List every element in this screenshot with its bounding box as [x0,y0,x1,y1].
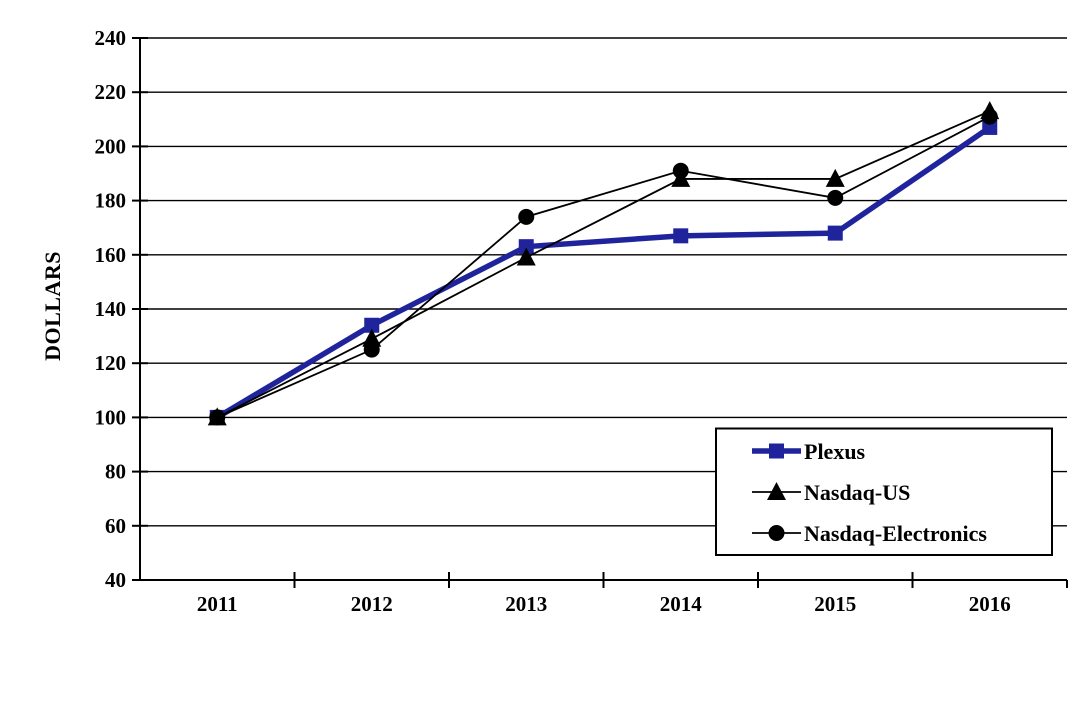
x-axis-tick-labels: 2011 2012 2013 2014 2015 2016 [197,592,1011,616]
legend: Plexus Nasdaq-US Nasdaq-Electronics [715,427,1053,556]
series-marker-plexus [982,119,998,135]
legend-circle-marker [768,525,785,541]
x-tick-label: 2012 [351,592,393,616]
series-marker-nasdaq-us [516,247,536,266]
series-marker-plexus [827,225,843,241]
data-series [207,101,1000,426]
series-line-nasdaq-us [216,110,991,419]
series-line-plexus [215,125,992,420]
legend-label: Plexus [804,439,866,464]
y-tick-label: 100 [95,405,127,429]
y-tick-label: 80 [105,460,126,484]
x-tick-label: 2011 [197,592,238,616]
y-tick-label: 120 [95,351,127,375]
y-axis-tick-marks [132,37,148,581]
y-axis-tick-labels: 40 60 80 100 120 140 160 180 200 220 240 [95,26,127,592]
legend-label: Nasdaq-Electronics [804,521,987,546]
legend-triangle-marker [767,482,786,500]
x-axis-tick-marks [293,572,1068,588]
y-tick-label: 240 [95,26,127,50]
y-tick-label: 220 [95,80,127,104]
y-tick-label: 40 [105,568,126,592]
y-axis-title: DOLLARS [40,251,65,361]
series-marker-nasdaq-electronics [518,208,535,225]
y-tick-label: 200 [95,134,127,158]
series-line-nasdaq-electronics [216,115,991,419]
legend-square-marker [769,443,784,459]
series-marker-plexus [673,228,689,244]
series-marker-nasdaq-us [825,168,845,187]
series-marker-nasdaq-electronics [827,189,844,206]
series-marker-nasdaq-us [362,328,382,347]
series-marker-nasdaq-electronics [672,162,689,179]
x-tick-label: 2016 [969,592,1011,616]
x-tick-label: 2014 [660,592,703,616]
gridlines [140,37,1067,581]
x-tick-label: 2015 [814,592,856,616]
series-marker-plexus [364,317,380,333]
legend-label: Nasdaq-US [804,480,910,505]
series-marker-nasdaq-electronics [981,108,998,125]
series-marker-nasdaq-electronics [363,341,380,358]
y-tick-label: 60 [105,514,126,538]
y-tick-label: 140 [95,297,127,321]
y-tick-label: 160 [95,243,127,267]
series-marker-plexus [518,239,534,255]
y-tick-label: 180 [95,189,127,213]
x-tick-label: 2013 [505,592,547,616]
series-marker-nasdaq-electronics [209,409,226,426]
